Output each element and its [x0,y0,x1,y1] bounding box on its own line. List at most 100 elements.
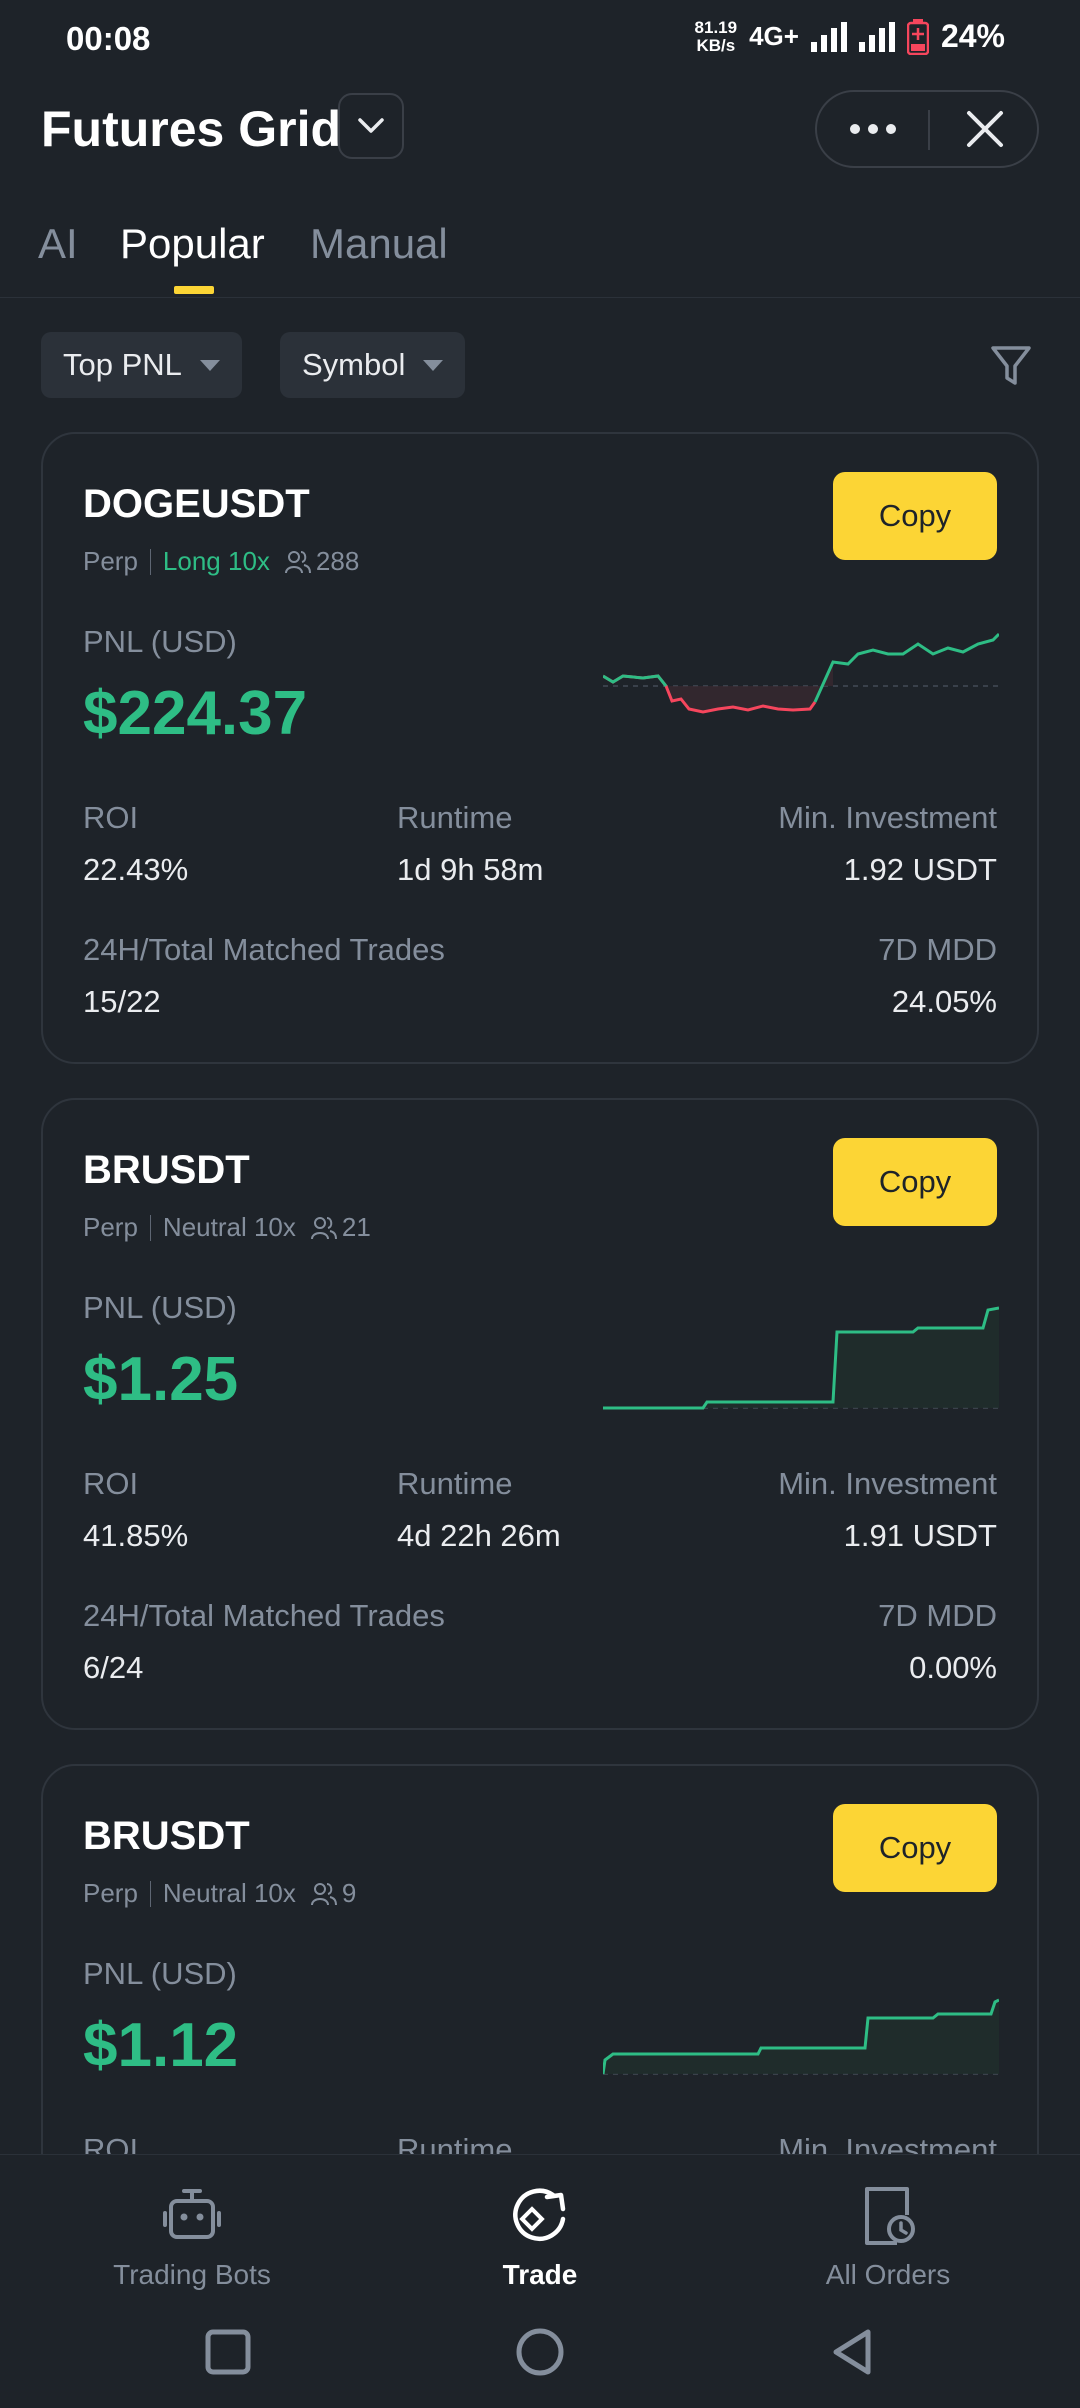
pnl-sparkline [603,1306,999,1410]
copiers: 21 [310,1212,371,1243]
users-icon [284,550,311,573]
min-investment-value: 1.91 USDT [843,1518,997,1553]
pnl-value: $224.37 [83,679,308,748]
page-title: Futures Grid [41,101,342,157]
sort-dropdown[interactable]: Top PNL [41,332,242,398]
meta-divider [149,1214,151,1241]
signal-icon [810,21,847,52]
trade-icon [513,2188,566,2241]
min-investment-label: Min. Investment [778,800,997,835]
bot-symbol: DOGEUSDT [83,482,310,526]
system-nav-bar [0,2302,1080,2408]
copiers-count: 9 [341,1878,357,1908]
home-circle-icon[interactable] [510,2322,570,2382]
status-time: 00:08 [66,20,151,57]
bot-meta: Perp Neutral 10x 9 [83,1878,356,1909]
runtime-label: Runtime [397,1466,513,1501]
mdd-label: 7D MDD [878,932,997,967]
caret-down-icon [423,359,444,371]
network-type: 4G+ [749,21,799,51]
tab-popular[interactable]: Popular [120,220,265,267]
copiers-count: 288 [315,546,360,576]
tab-ai[interactable]: AI [38,220,78,267]
close-button[interactable] [930,92,1039,166]
symbol-label: Symbol [302,347,406,382]
roi-value: 22.43% [83,852,189,887]
actions-divider [928,110,930,150]
bot-direction: Neutral 10x [162,1878,296,1908]
battery-percent: 24% [940,18,1005,54]
pnl-sparkline [603,1998,999,2075]
tab-manual[interactable]: Manual [310,220,448,267]
more-horizontal-icon [850,124,896,134]
bot-meta: Perp Long 10x 288 [83,546,359,577]
roi-label: ROI [83,1466,139,1501]
nav-all-orders[interactable]: All Orders [708,2155,1068,2303]
network-speed: 81.19 KB/s [694,17,738,55]
tab-bar: AI Popular Manual [0,212,1080,298]
robot-icon [163,2189,221,2239]
mdd-value: 24.05% [891,984,997,1019]
back-triangle-icon[interactable] [822,2322,882,2382]
mdd-label: 7D MDD [878,1598,997,1633]
title-dropdown-button[interactable] [338,93,404,159]
min-investment-label: Min. Investment [778,1466,997,1501]
chevron-down-icon [358,118,384,133]
copiers-count: 21 [341,1212,371,1242]
users-icon [310,1216,337,1239]
pnl-value: $1.25 [83,1345,239,1414]
min-investment-value: 1.92 USDT [843,852,997,887]
matched-trades-value: 6/24 [83,1650,144,1685]
copiers: 9 [310,1878,356,1909]
pnl-sparkline [603,632,999,714]
bottom-nav: Trading Bots Trade All Orders [0,2154,1080,2302]
matched-trades-value: 15/22 [83,984,161,1019]
sort-label: Top PNL [63,347,182,382]
meta-divider [149,1880,151,1907]
copy-button[interactable]: Copy [833,1804,997,1892]
nav-label: Trading Bots [113,2259,271,2290]
bot-card[interactable]: DOGEUSDT Perp Long 10x 288 Copy PNL (USD… [41,432,1039,1064]
orders-clock-icon [865,2187,915,2245]
bot-card[interactable]: BRUSDT Perp Neutral 10x 21 Copy PNL (USD… [41,1098,1039,1730]
caret-down-icon [199,359,220,371]
nav-trade[interactable]: Trade [360,2155,720,2303]
meta-divider [149,548,151,575]
runtime-value: 1d 9h 58m [397,852,544,887]
bot-symbol: BRUSDT [83,1148,250,1192]
copy-button[interactable]: Copy [833,1138,997,1226]
copy-button[interactable]: Copy [833,472,997,560]
mdd-value: 0.00% [909,1650,997,1685]
bot-direction: Long 10x [162,546,270,576]
header-actions [815,90,1039,168]
more-button[interactable] [817,92,929,166]
users-icon [310,1882,337,1905]
nav-trading-bots[interactable]: Trading Bots [12,2155,372,2303]
contract-type: Perp [83,1212,138,1242]
active-tab-indicator [174,286,214,294]
nav-label: Trade [502,2259,578,2290]
battery-icon [906,18,929,55]
bot-meta: Perp Neutral 10x 21 [83,1212,371,1243]
close-icon [966,111,1003,147]
pnl-label: PNL (USD) [83,1956,237,1991]
signal-icon [858,21,895,52]
contract-type: Perp [83,546,138,576]
nav-label: All Orders [825,2259,951,2290]
status-bar: 00:08 81.19 KB/s 4G+ 24% [0,0,1080,78]
runtime-label: Runtime [397,800,513,835]
funnel-icon[interactable] [989,343,1033,389]
pnl-label: PNL (USD) [83,624,237,659]
recents-square-icon[interactable] [198,2322,258,2382]
header: Futures Grid [0,90,1080,168]
matched-trades-label: 24H/Total Matched Trades [83,1598,445,1633]
bot-direction: Neutral 10x [162,1212,296,1242]
roi-value: 41.85% [83,1518,189,1553]
contract-type: Perp [83,1878,138,1908]
runtime-value: 4d 22h 26m [397,1518,561,1553]
pnl-value: $1.12 [83,2011,239,2080]
pnl-label: PNL (USD) [83,1290,237,1325]
bot-symbol: BRUSDT [83,1814,250,1858]
status-icons: 81.19 KB/s 4G+ 24% [695,18,1005,55]
symbol-dropdown[interactable]: Symbol [280,332,466,398]
